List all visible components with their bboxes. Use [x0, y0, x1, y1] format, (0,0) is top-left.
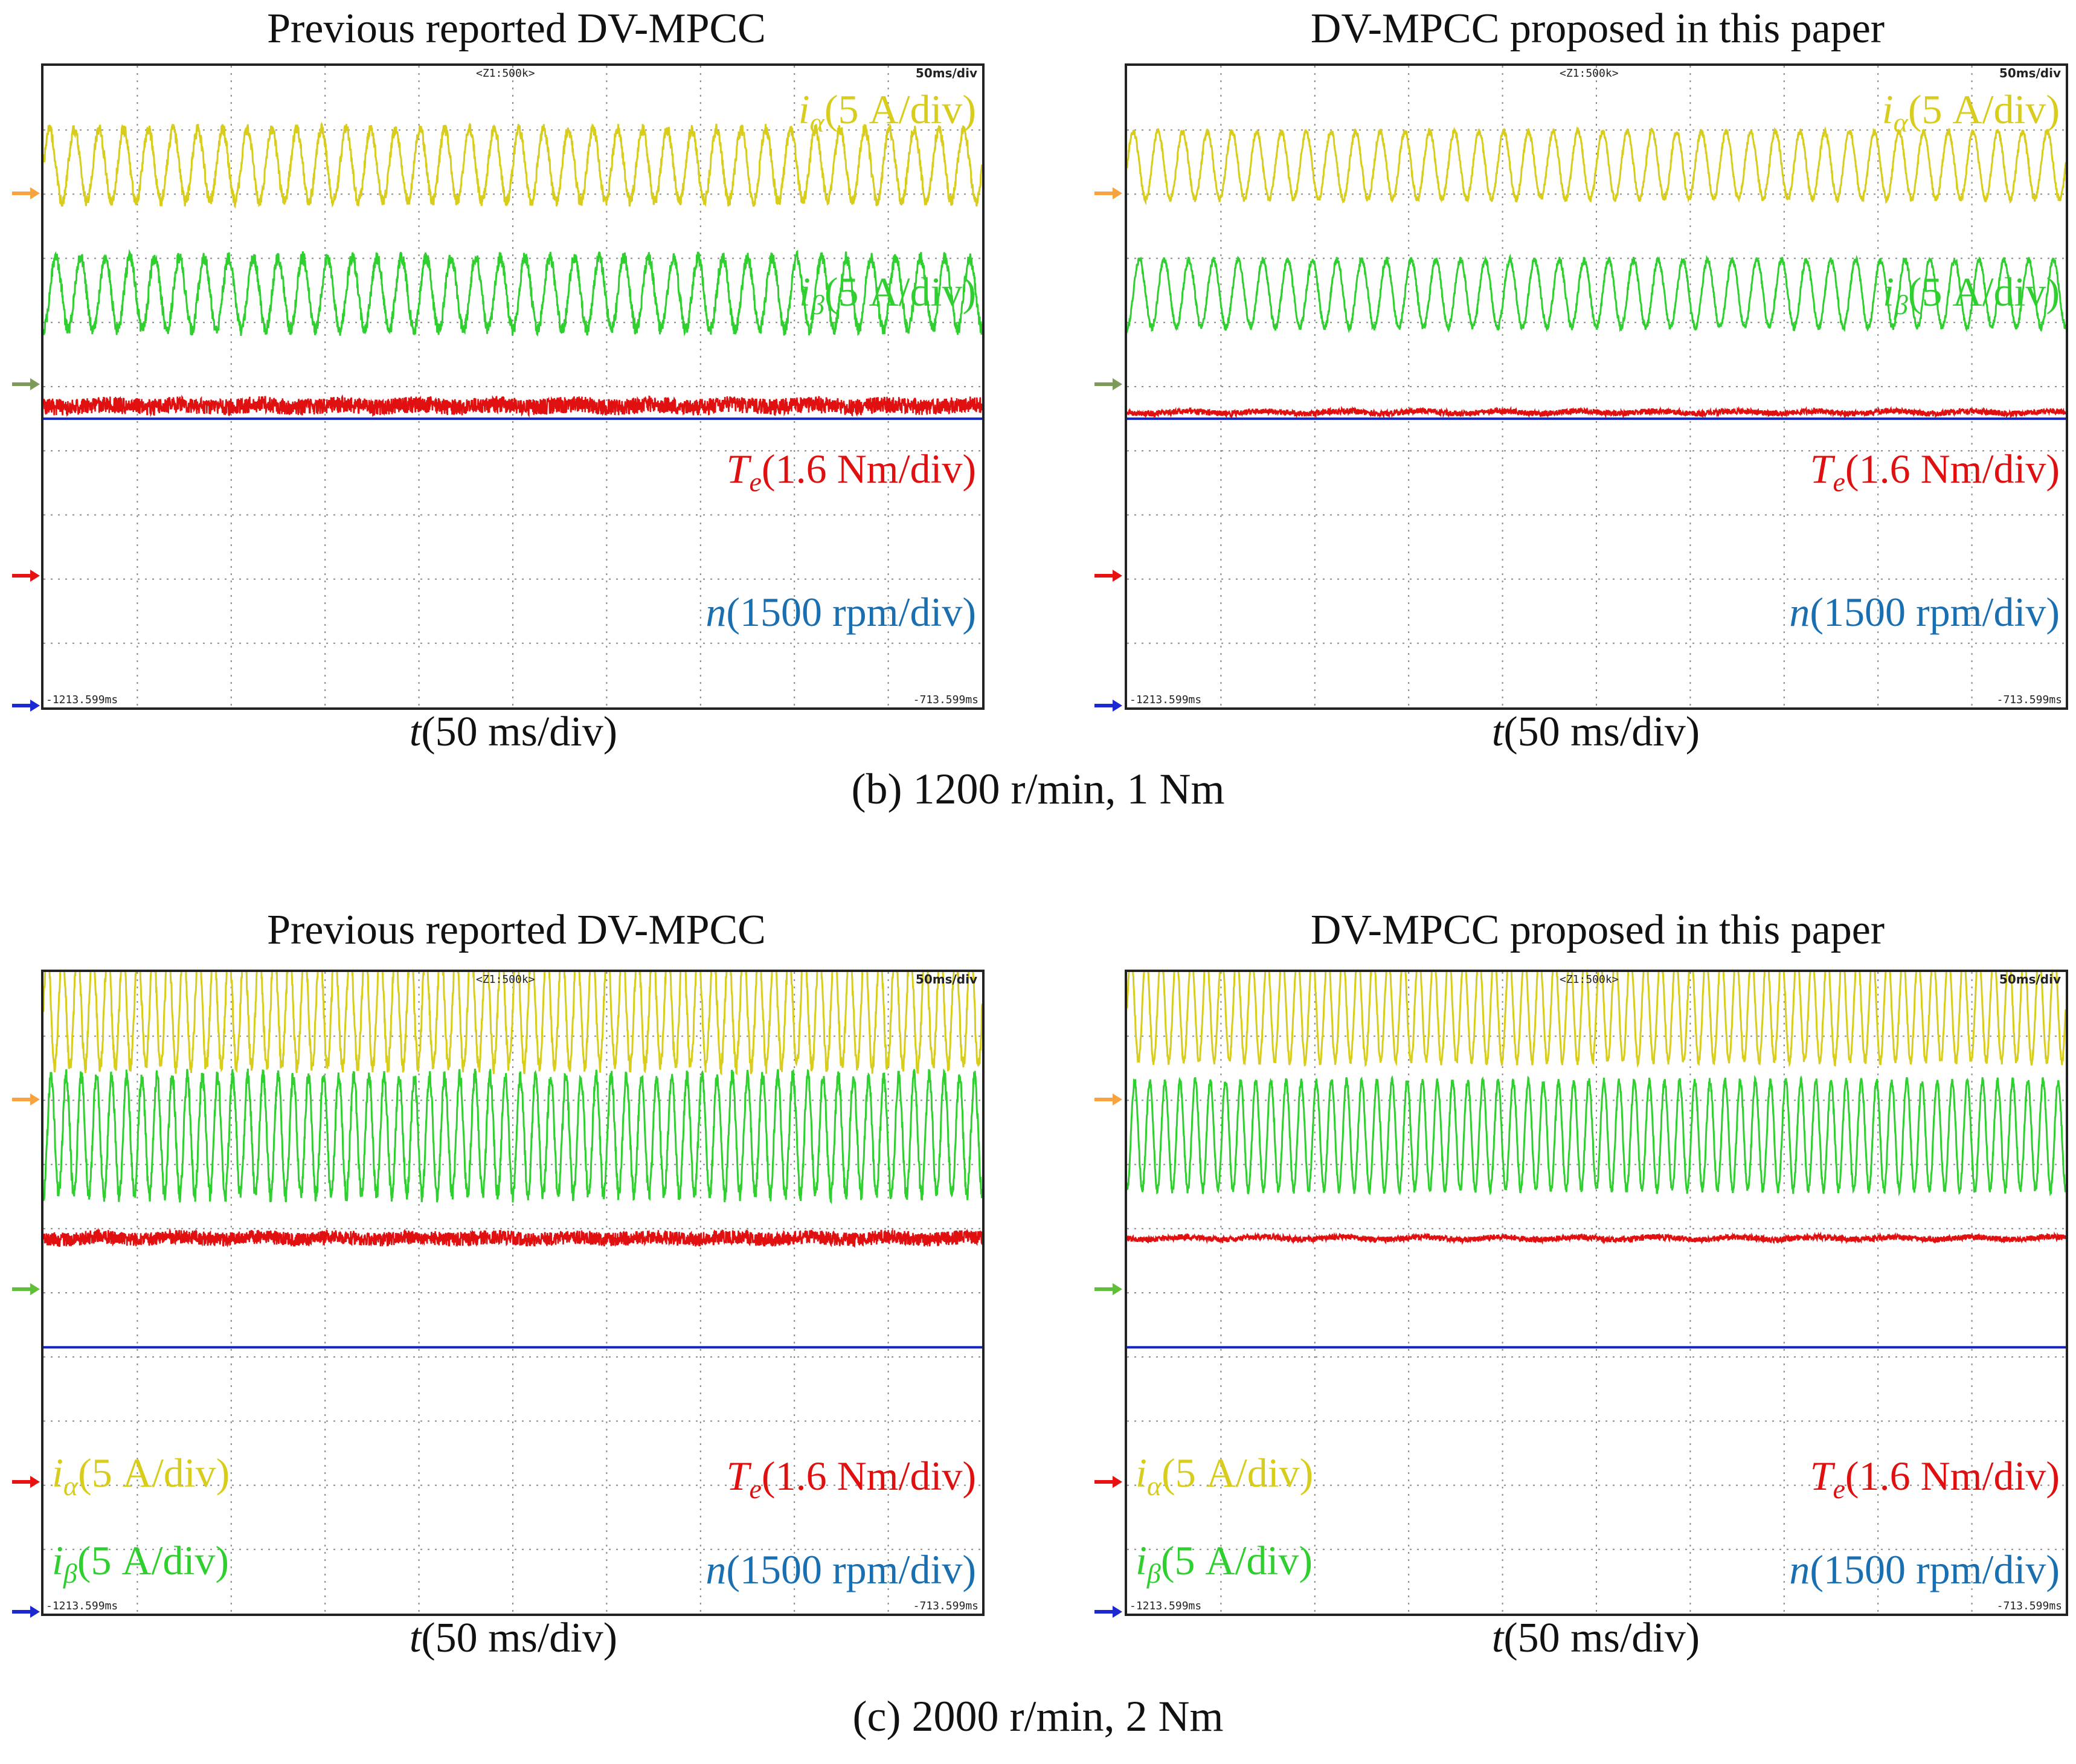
ch1-marker-c-left — [12, 1093, 40, 1106]
ch4-marker-b-left — [12, 700, 40, 712]
trace-i-alpha — [1127, 126, 2066, 206]
label-i-alpha: iα(5 A/div) — [798, 86, 976, 138]
trace-i-beta — [1127, 253, 2066, 334]
time-start-readout: -1213.599ms — [1130, 694, 1202, 706]
label-i-beta: iβ(5 A/div) — [52, 1537, 230, 1589]
scope-screen-c-right: <Z1:500k> 50ms/div -1213.599ms -713.599m… — [1125, 970, 2068, 1616]
scope-screen-b-right: <Z1:500k> 50ms/div -1213.599ms -713.599m… — [1125, 63, 2068, 710]
ch2-marker-c-left — [12, 1283, 40, 1295]
trace-i-beta — [43, 248, 982, 337]
label-torque: Te(1.6 Nm/div) — [726, 1453, 976, 1504]
panel-c-left-title: Previous reported DV-MPCC — [267, 907, 766, 953]
ch3-marker-b-right — [1094, 570, 1122, 582]
label-i-alpha: iα(5 A/div) — [1136, 1450, 1314, 1501]
timebase-indicator: 50ms/div — [1999, 972, 2061, 987]
trace-i-alpha — [1127, 972, 2066, 1068]
scope-screen-c-left: <Z1:500k> 50ms/div -1213.599ms -713.599m… — [41, 970, 985, 1616]
label-i-beta: iβ(5 A/div) — [799, 269, 976, 320]
ch4-marker-c-right — [1094, 1606, 1122, 1618]
trace-T-e — [43, 1228, 982, 1248]
time-start-readout: -1213.599ms — [1130, 1600, 1202, 1612]
scope-screen-b-left: <Z1:500k> 50ms/div -1213.599ms -713.599m… — [41, 63, 985, 710]
scope-grid-b-left — [43, 66, 982, 707]
scope-grid-c-right — [1127, 972, 2066, 1614]
time-start-readout: -1213.599ms — [46, 694, 118, 706]
timebase-indicator: 50ms/div — [1999, 66, 2061, 80]
label-i-alpha: iα(5 A/div) — [52, 1450, 230, 1501]
label-i-beta: iβ(5 A/div) — [1136, 1537, 1313, 1589]
ch2-marker-b-left — [12, 378, 40, 390]
time-end-readout: -713.599ms — [1996, 694, 2062, 706]
ch3-marker-c-left — [12, 1476, 40, 1488]
label-torque: Te(1.6 Nm/div) — [1810, 1453, 2060, 1504]
zoom-indicator: <Z1:500k> — [1560, 67, 1619, 80]
ch2-marker-b-right — [1094, 378, 1122, 390]
ch1-marker-b-right — [1094, 187, 1122, 199]
scope-grid-c-left — [43, 972, 982, 1614]
caption-c: (c) 2000 r/min, 2 Nm — [852, 1692, 1224, 1740]
label-i-beta: iβ(5 A/div) — [1882, 269, 2060, 320]
zoom-indicator: <Z1:500k> — [476, 67, 535, 80]
x-axis-label-b-right: t(50 ms/div) — [1491, 709, 1700, 755]
ch1-marker-b-left — [12, 187, 40, 199]
label-speed: n(1500 rpm/div) — [705, 1547, 976, 1592]
trace-i-beta — [1127, 1075, 2066, 1197]
label-speed: n(1500 rpm/div) — [705, 589, 976, 635]
timebase-indicator: 50ms/div — [915, 972, 977, 987]
scope-grid-b-right — [1127, 66, 2066, 707]
ch1-marker-c-right — [1094, 1093, 1122, 1106]
time-start-readout: -1213.599ms — [46, 1600, 118, 1612]
x-axis-label-c-left: t(50 ms/div) — [409, 1615, 618, 1661]
time-end-readout: -713.599ms — [913, 694, 979, 706]
trace-T-e — [1127, 1231, 2066, 1246]
trace-T-e — [1127, 405, 2066, 419]
label-torque: Te(1.6 Nm/div) — [1810, 446, 2060, 497]
trace-i-alpha — [43, 972, 982, 1076]
trace-i-beta — [43, 1068, 982, 1205]
ch3-marker-c-right — [1094, 1476, 1122, 1488]
ch4-marker-c-left — [12, 1606, 40, 1618]
trace-T-e — [43, 394, 982, 418]
time-end-readout: -713.599ms — [1996, 1600, 2062, 1612]
label-torque: Te(1.6 Nm/div) — [726, 446, 976, 497]
panel-b-right-title: DV-MPCC proposed in this paper — [1310, 5, 1885, 52]
label-speed: n(1500 rpm/div) — [1789, 589, 2060, 635]
ch4-marker-b-right — [1094, 700, 1122, 712]
time-end-readout: -713.599ms — [913, 1600, 979, 1612]
x-axis-label-b-left: t(50 ms/div) — [409, 709, 618, 755]
zoom-indicator: <Z1:500k> — [1560, 973, 1619, 986]
zoom-indicator: <Z1:500k> — [476, 973, 535, 986]
ch2-marker-c-right — [1094, 1283, 1122, 1295]
trace-i-alpha — [43, 121, 982, 209]
caption-b: (b) 1200 r/min, 1 Nm — [851, 765, 1225, 813]
label-i-alpha: iα(5 A/div) — [1882, 86, 2060, 138]
label-speed: n(1500 rpm/div) — [1789, 1547, 2060, 1592]
timebase-indicator: 50ms/div — [915, 66, 977, 80]
ch3-marker-b-left — [12, 570, 40, 582]
panel-c-right-title: DV-MPCC proposed in this paper — [1310, 907, 1885, 953]
x-axis-label-c-right: t(50 ms/div) — [1491, 1615, 1700, 1661]
panel-b-left-title: Previous reported DV-MPCC — [267, 5, 766, 52]
